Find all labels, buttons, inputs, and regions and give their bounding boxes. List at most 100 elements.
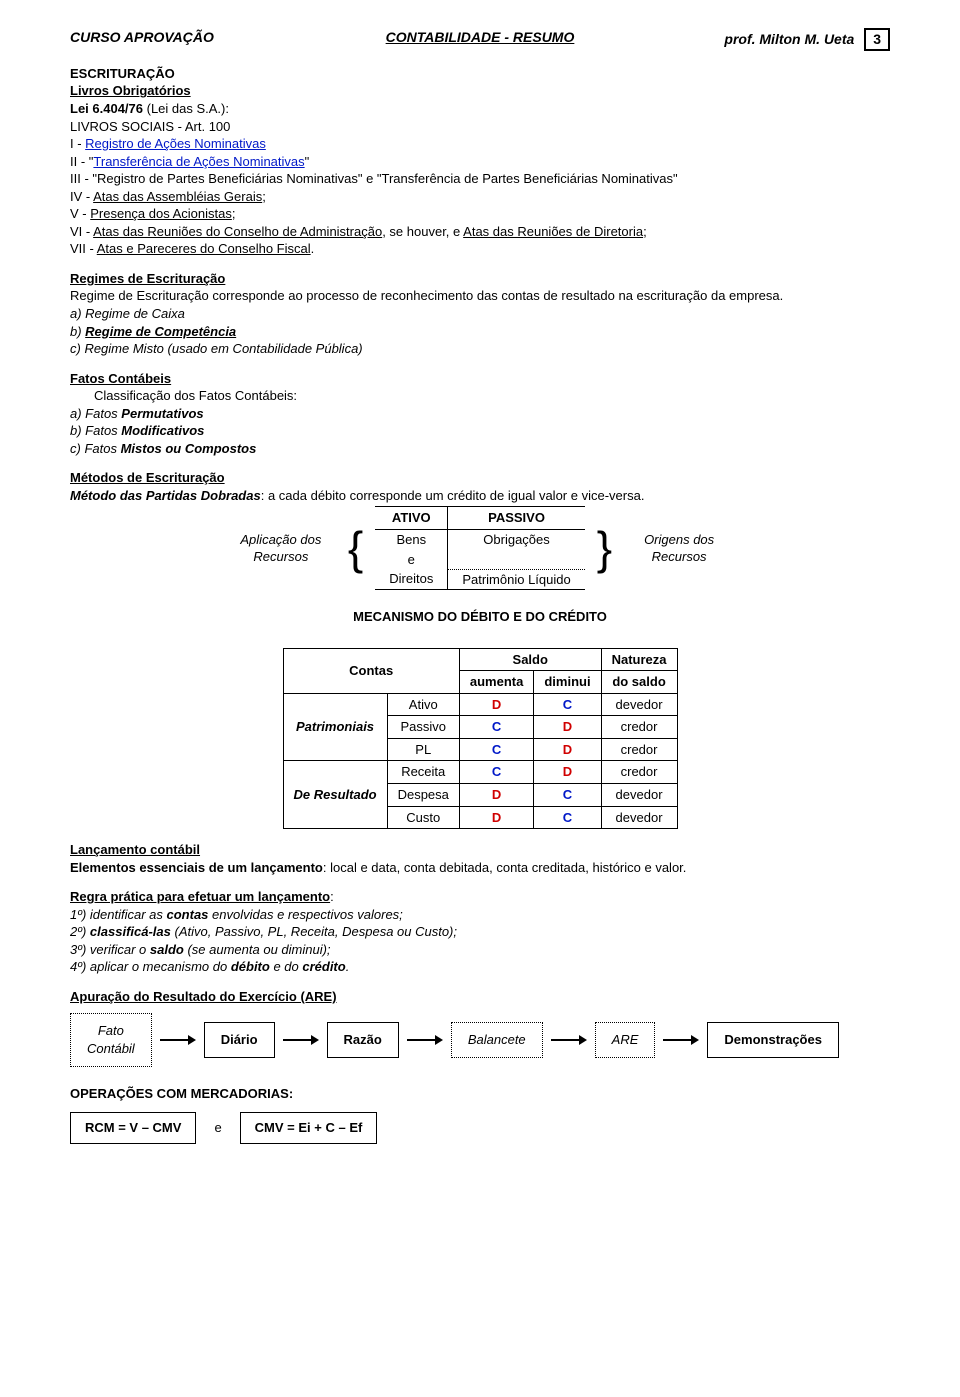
- ap-blank: [448, 550, 585, 570]
- mech-cell-nat: credor: [601, 761, 677, 784]
- ap-bens: Bens: [375, 530, 448, 550]
- header-right: prof. Milton M. Ueta 3: [649, 28, 890, 51]
- page-number-box: 3: [864, 28, 890, 51]
- livros-sociais: LIVROS SOCIAIS - Art. 100: [70, 118, 890, 136]
- ativo-passivo-layout: Aplicação dos Recursos { ATIVO PASSIVO B…: [70, 506, 890, 590]
- r1-pre: 1º) identificar as: [70, 907, 167, 922]
- mech-group-res: De Resultado: [283, 761, 387, 829]
- r4-bold1: débito: [231, 959, 270, 974]
- mech-cell-label: Passivo: [387, 716, 459, 739]
- fato-b-pre: b): [70, 423, 85, 438]
- side-left-2: Recursos: [253, 549, 308, 564]
- ativo-passivo-table: ATIVO PASSIVO Bens Obrigações e Direitos…: [375, 506, 584, 590]
- v-link: Presença dos Acionistas: [90, 206, 232, 221]
- side-right-label: Origens dos Recursos: [624, 531, 734, 566]
- mecanismo-title: MECANISMO DO DÉBITO E DO CRÉDITO: [70, 608, 890, 626]
- mech-cell-aumenta: C: [459, 761, 533, 784]
- lancamento-elem: Elementos essenciais de um lançamento: l…: [70, 859, 890, 877]
- item-ii: II - "Transferência de Ações Nominativas…: [70, 153, 890, 171]
- regime-b-link: Regime de Competência: [85, 324, 236, 339]
- mecanismo-wrap: Contas Saldo Natureza aumenta diminui do…: [70, 648, 890, 829]
- i-pre: I -: [70, 136, 85, 151]
- mech-cell-label: Receita: [387, 761, 459, 784]
- arrow-icon: [663, 1033, 699, 1047]
- flow-box-balancete: Balancete: [451, 1022, 543, 1058]
- item-i: I - Registro de Ações Nominativas: [70, 135, 890, 153]
- arrow-icon: [283, 1033, 319, 1047]
- left-brace-icon: {: [346, 530, 365, 567]
- regimes-title: Regimes de Escrituração: [70, 271, 225, 286]
- r4-post: .: [346, 959, 350, 974]
- regra-3: 3º) verificar o saldo (se aumenta ou dim…: [70, 941, 890, 959]
- iv-link: Atas das Assembléias Gerais: [93, 189, 262, 204]
- header-left: CURSO APROVAÇÃO: [70, 28, 311, 51]
- fatos-title: Fatos Contábeis: [70, 371, 171, 386]
- r4-mid: e do: [270, 959, 303, 974]
- fato-b-rest: Fatos: [85, 423, 121, 438]
- mech-group-patr: Patrimoniais: [283, 693, 387, 761]
- r2-bold: classificá-las: [90, 924, 171, 939]
- vi-mid: , se houver, e: [382, 224, 463, 239]
- r4-pre: 4º) aplicar o mecanismo do: [70, 959, 231, 974]
- iv-pre: IV -: [70, 189, 93, 204]
- mech-h-natureza: Natureza: [601, 648, 677, 671]
- elem-rest: : local e data, conta debitada, conta cr…: [323, 860, 687, 875]
- vi-pre: VI -: [70, 224, 93, 239]
- fatos-sub: Classificação dos Fatos Contábeis:: [70, 387, 890, 405]
- r3-rest: (se aumenta ou diminui);: [184, 942, 331, 957]
- header-center: CONTABILIDADE - RESUMO: [311, 28, 649, 51]
- ap-e: e: [375, 550, 448, 570]
- flow-box-diario: Diário: [204, 1022, 275, 1058]
- iv-post: ;: [262, 189, 266, 204]
- side-left-label: Aplicação dos Recursos: [226, 531, 336, 566]
- vi-post: ;: [643, 224, 647, 239]
- ap-pl: Patrimônio Líquido: [448, 569, 585, 590]
- formula-row: RCM = V – CMV e CMV = Ei + C – Ef: [70, 1112, 890, 1144]
- metodos-bold: Método das Partidas Dobradas: [70, 488, 261, 503]
- ap-head-ativo: ATIVO: [375, 507, 448, 530]
- metodos-title: Métodos de Escrituração: [70, 470, 225, 485]
- escrituracao-title: ESCRITURAÇÃO: [70, 65, 890, 83]
- fato-c-pre: c): [70, 441, 84, 456]
- mech-cell-diminui: D: [534, 761, 601, 784]
- r1-rest: envolvidas e respectivos valores;: [208, 907, 402, 922]
- section-fatos: Fatos Contábeis Classificação dos Fatos …: [70, 370, 890, 458]
- page-header: CURSO APROVAÇÃO CONTABILIDADE - RESUMO p…: [70, 28, 890, 51]
- mech-cell-aumenta: D: [459, 783, 533, 806]
- ap-direitos: Direitos: [375, 569, 448, 590]
- mech-h-dosaldo: do saldo: [601, 671, 677, 694]
- regra-title: Regra prática para efetuar um lançamento: [70, 889, 330, 904]
- lei-rest: (Lei das S.A.):: [143, 101, 229, 116]
- regimes-desc: Regime de Escrituração corresponde ao pr…: [70, 287, 890, 305]
- item-vii: VII - Atas e Pareceres do Conselho Fisca…: [70, 240, 890, 258]
- arrow-icon: [407, 1033, 443, 1047]
- arrow-icon: [160, 1033, 196, 1047]
- fato-a: a) Fatos Permutativos: [70, 405, 890, 423]
- mech-row: Patrimoniais Ativo D C devedor: [283, 693, 677, 716]
- arrow-icon: [551, 1033, 587, 1047]
- v-pre: V -: [70, 206, 90, 221]
- operacoes-title: OPERAÇÕES COM MERCADORIAS:: [70, 1085, 890, 1103]
- item-vi: VI - Atas das Reuniões do Conselho de Ad…: [70, 223, 890, 241]
- side-right-2: Recursos: [652, 549, 707, 564]
- item-iii: III - "Registro de Partes Beneficiárias …: [70, 170, 890, 188]
- fato-c-bold: Mistos ou Compostos: [121, 441, 257, 456]
- ii-link: Transferência de Ações Nominativas: [93, 154, 304, 169]
- fato-b: b) Fatos Modificativos: [70, 422, 890, 440]
- mech-cell-nat: devedor: [601, 693, 677, 716]
- livros-obrigatorios: Livros Obrigatórios: [70, 83, 191, 98]
- section-apuracao: Apuração do Resultado do Exercício (ARE)…: [70, 988, 890, 1067]
- mech-cell-aumenta: D: [459, 806, 533, 829]
- lei-num: Lei 6.404/76: [70, 101, 143, 116]
- fato-a-rest: Fatos: [85, 406, 121, 421]
- flow-box-demon: Demonstrações: [707, 1022, 839, 1058]
- section-regimes: Regimes de Escrituração Regime de Escrit…: [70, 270, 890, 358]
- section-escrituracao: ESCRITURAÇÃO Livros Obrigatórios Lei 6.4…: [70, 65, 890, 258]
- fato-b-bold: Modificativos: [121, 423, 204, 438]
- r1-bold: contas: [167, 907, 209, 922]
- mech-h-saldo: Saldo: [459, 648, 601, 671]
- regra-1: 1º) identificar as contas envolvidas e r…: [70, 906, 890, 924]
- vi-link2: Atas das Reuniões de Diretoria: [463, 224, 643, 239]
- metodos-rest: : a cada débito corresponde um crédito d…: [261, 488, 645, 503]
- mech-cell-diminui: C: [534, 693, 601, 716]
